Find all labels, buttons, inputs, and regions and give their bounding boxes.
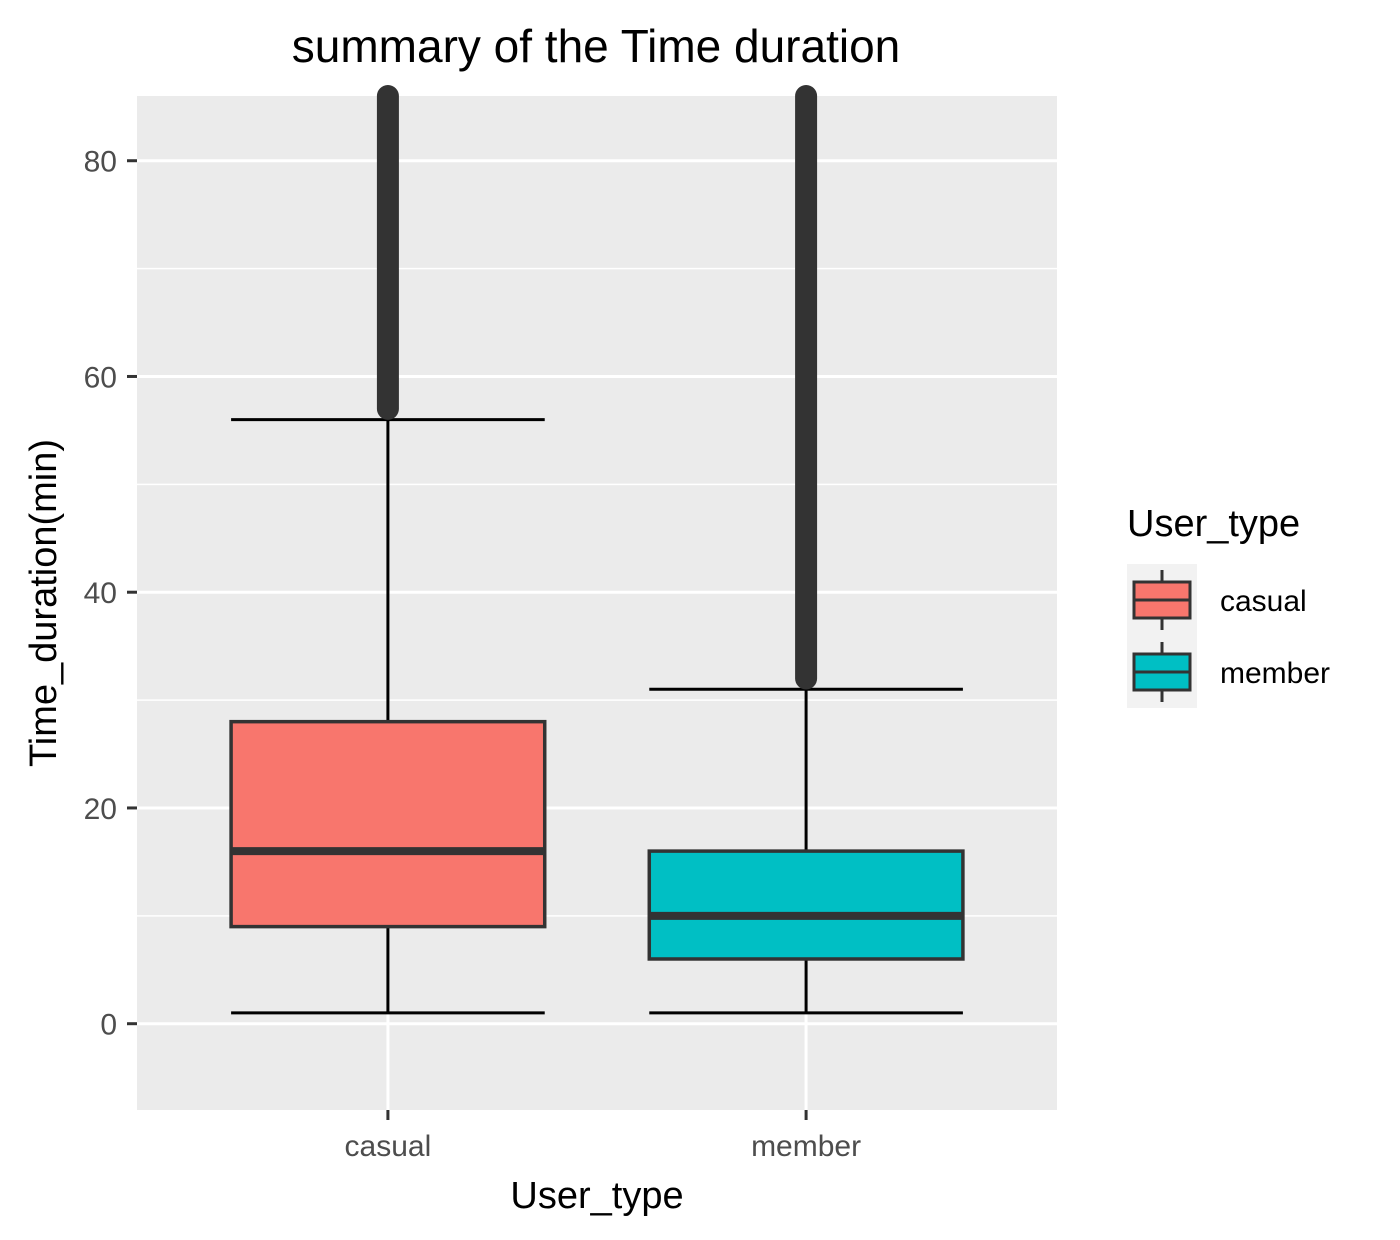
x-tick-label: casual <box>345 1130 432 1163</box>
chart-title: summary of the Time duration <box>292 20 900 72</box>
box-body <box>647 849 965 961</box>
box-casual <box>229 85 547 1015</box>
y-tick-label: 0 <box>100 1009 117 1042</box>
y-tick-label: 20 <box>84 793 117 826</box>
box-body <box>229 719 547 929</box>
legend: User_type casual member <box>1127 503 1330 708</box>
x-tick-label: member <box>751 1130 861 1163</box>
y-tick-label: 60 <box>84 361 117 394</box>
y-tick-label: 40 <box>84 577 117 610</box>
box-member <box>647 85 965 1015</box>
axes: 0 20 40 60 80 casual member <box>84 146 861 1163</box>
x-axis-title: User_type <box>510 1175 683 1217</box>
y-tick-label: 80 <box>84 146 117 179</box>
boxes <box>229 85 965 1015</box>
legend-label: member <box>1220 657 1330 690</box>
legend-label: casual <box>1220 585 1307 618</box>
y-axis-title: Time_duration(min) <box>23 439 65 767</box>
legend-title: User_type <box>1127 503 1300 545</box>
